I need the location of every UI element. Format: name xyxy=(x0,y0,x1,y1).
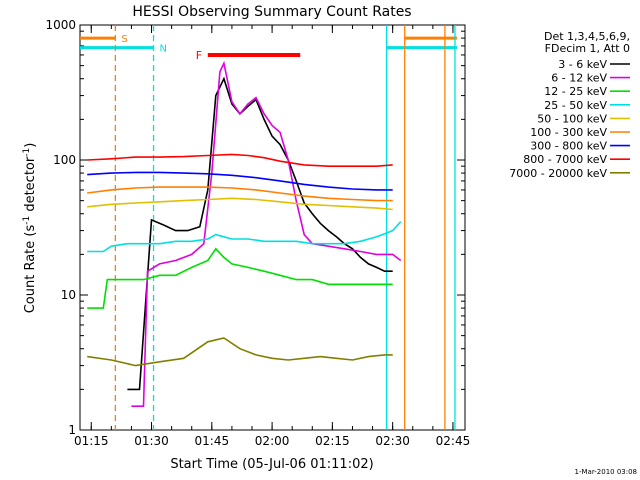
y-tick-label: 100 xyxy=(53,153,76,167)
x-tick-label: 02:45 xyxy=(436,434,471,448)
legend-entry-label: 7000 - 20000 keV xyxy=(509,167,607,180)
x-tick-label: 01:15 xyxy=(74,434,109,448)
legend-entry-label: 100 - 300 keV xyxy=(530,126,607,139)
y-tick-label: 10 xyxy=(61,288,76,302)
series-line xyxy=(87,247,393,309)
series-line xyxy=(87,197,393,211)
series-line xyxy=(87,153,393,167)
legend: Det 1,3,4,5,6,9, FDecim 1, Att 0 3 - 6 k… xyxy=(509,30,630,180)
y-axis: 1 10 100 1000 xyxy=(45,18,465,437)
chart-title: HESSI Observing Summary Count Rates xyxy=(132,4,411,20)
series-line xyxy=(127,76,393,391)
x-axis-label: Start Time (05-Jul-06 01:11:02) xyxy=(170,457,373,472)
legend-entry-label: 50 - 100 keV xyxy=(537,112,607,125)
y-axis-label-end: ) xyxy=(23,143,38,148)
series-line xyxy=(87,186,393,202)
time-bars: S N F xyxy=(80,34,457,62)
legend-entry-label: 3 - 6 keV xyxy=(558,58,607,71)
plot-frame xyxy=(79,24,466,431)
legend-entry-label: 800 - 7000 keV xyxy=(523,153,607,166)
flare-bar-label: F xyxy=(196,49,202,62)
series-line xyxy=(131,60,402,408)
legend-entry-label: 25 - 50 keV xyxy=(544,99,607,112)
legend-entry-label: 300 - 800 keV xyxy=(530,140,607,153)
legend-entry-label: 6 - 12 keV xyxy=(551,72,607,85)
x-tick-label: 02:30 xyxy=(375,434,410,448)
footer-date: 1-Mar-2010 03:08 xyxy=(575,468,637,476)
x-axis: 01:15 01:30 01:45 02:00 02:15 02:30 02:45 xyxy=(74,25,470,448)
status-bar-label: S xyxy=(121,34,127,45)
y-axis-label-sup2: -1 xyxy=(22,148,32,157)
series-line xyxy=(87,171,393,191)
y-tick-label: 1 xyxy=(68,423,76,437)
y-axis-label-main: Count Rate (s xyxy=(23,225,38,314)
series-lines xyxy=(87,60,402,408)
y-axis-label-mid: detector xyxy=(23,156,38,216)
x-tick-label: 01:45 xyxy=(195,434,230,448)
legend-header-line-2: FDecim 1, Att 0 xyxy=(545,42,630,55)
series-line xyxy=(87,221,402,253)
legend-header-line-1: Det 1,3,4,5,6,9, xyxy=(544,30,630,43)
status-bar-label: N xyxy=(160,44,167,55)
y-axis-label: Count Rate (s-1 detector-1) xyxy=(22,143,38,314)
x-tick-label: 02:15 xyxy=(315,434,350,448)
vertical-markers xyxy=(114,25,456,430)
y-tick-label: 1000 xyxy=(45,18,76,32)
y-axis-label-sup1: -1 xyxy=(22,216,32,225)
series-line xyxy=(87,337,393,367)
legend-entry-label: 12 - 25 keV xyxy=(544,85,607,98)
x-tick-label: 01:30 xyxy=(134,434,169,448)
x-tick-label: 02:00 xyxy=(255,434,290,448)
